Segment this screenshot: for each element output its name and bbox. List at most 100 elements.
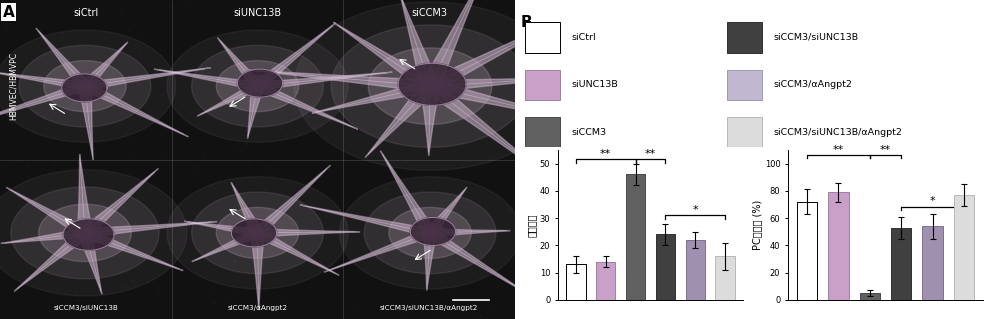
Bar: [626, 174, 645, 300]
Polygon shape: [231, 182, 265, 234]
Polygon shape: [257, 228, 360, 237]
Polygon shape: [419, 86, 441, 155]
Polygon shape: [398, 63, 466, 105]
Polygon shape: [426, 80, 599, 126]
Polygon shape: [11, 187, 159, 279]
Polygon shape: [324, 229, 434, 272]
Polygon shape: [75, 226, 103, 243]
Polygon shape: [19, 45, 151, 127]
Polygon shape: [6, 188, 91, 237]
Polygon shape: [237, 69, 283, 97]
Polygon shape: [44, 61, 126, 112]
Bar: [828, 192, 849, 300]
Polygon shape: [252, 23, 336, 89]
Polygon shape: [39, 204, 131, 262]
Polygon shape: [430, 228, 510, 237]
Text: siCtrl: siCtrl: [73, 8, 98, 18]
Polygon shape: [410, 218, 456, 246]
Polygon shape: [192, 45, 323, 127]
Text: HBMVEC/HBMVPC: HBMVEC/HBMVPC: [8, 52, 17, 120]
Polygon shape: [78, 168, 158, 236]
Polygon shape: [339, 177, 521, 289]
Polygon shape: [77, 232, 102, 294]
Bar: [525, 117, 560, 148]
Text: A: A: [3, 5, 14, 20]
Bar: [596, 262, 615, 300]
Polygon shape: [333, 22, 438, 91]
Bar: [525, 70, 560, 100]
Polygon shape: [253, 229, 339, 275]
Text: siCCM3/αAngpt2: siCCM3/αAngpt2: [773, 80, 852, 90]
Polygon shape: [251, 165, 330, 235]
Polygon shape: [423, 9, 584, 92]
Text: siCCM3/siUNC13B: siCCM3/siUNC13B: [53, 305, 118, 311]
Polygon shape: [83, 68, 211, 91]
Text: siCCM3: siCCM3: [571, 128, 606, 137]
Polygon shape: [425, 230, 530, 295]
Text: siCCM3/siUNC13B/αAngpt2: siCCM3/siUNC13B/αAngpt2: [773, 128, 902, 137]
Polygon shape: [0, 82, 88, 126]
Bar: [525, 22, 560, 53]
Text: siCCM3/siUNC13B: siCCM3/siUNC13B: [773, 33, 859, 42]
Bar: [727, 70, 762, 100]
Polygon shape: [294, 2, 566, 170]
Polygon shape: [78, 86, 93, 160]
Polygon shape: [14, 230, 92, 291]
Polygon shape: [216, 61, 299, 112]
Text: *: *: [930, 197, 935, 206]
Polygon shape: [63, 219, 114, 250]
Polygon shape: [249, 70, 432, 93]
Polygon shape: [248, 75, 272, 91]
Polygon shape: [331, 25, 529, 147]
Bar: [922, 226, 943, 300]
Polygon shape: [300, 205, 432, 237]
Bar: [797, 202, 817, 300]
Polygon shape: [380, 151, 437, 234]
Text: **: **: [645, 149, 656, 159]
Polygon shape: [184, 221, 259, 237]
Text: **: **: [600, 149, 611, 159]
Polygon shape: [368, 48, 492, 124]
Text: B: B: [521, 15, 533, 30]
Polygon shape: [36, 28, 92, 88]
Bar: [727, 22, 762, 53]
Polygon shape: [250, 233, 265, 310]
Polygon shape: [0, 30, 176, 142]
Polygon shape: [413, 73, 451, 96]
Y-axis label: 出芽数量: 出芽数量: [527, 213, 537, 237]
Polygon shape: [218, 38, 264, 88]
Text: siCCM3: siCCM3: [411, 8, 447, 18]
Polygon shape: [72, 80, 97, 96]
Polygon shape: [247, 85, 265, 138]
Polygon shape: [0, 170, 187, 296]
Text: siCtrl: siCtrl: [571, 33, 596, 42]
Polygon shape: [400, 0, 441, 87]
Text: siUNC13B: siUNC13B: [233, 8, 282, 18]
Polygon shape: [167, 30, 348, 142]
Text: *: *: [692, 204, 698, 215]
Polygon shape: [423, 187, 467, 235]
Bar: [656, 234, 675, 300]
Polygon shape: [62, 74, 107, 102]
Polygon shape: [365, 83, 440, 158]
Polygon shape: [420, 224, 445, 239]
Polygon shape: [242, 225, 266, 241]
Bar: [891, 228, 911, 300]
Polygon shape: [77, 154, 93, 233]
Bar: [860, 293, 880, 300]
Polygon shape: [80, 83, 188, 137]
Polygon shape: [231, 219, 277, 247]
Polygon shape: [192, 229, 262, 262]
Polygon shape: [364, 192, 496, 274]
Y-axis label: PC覆盖率 (%): PC覆盖率 (%): [752, 200, 762, 250]
Polygon shape: [253, 82, 358, 129]
Polygon shape: [256, 72, 392, 91]
Polygon shape: [216, 207, 299, 258]
Polygon shape: [389, 207, 471, 258]
Polygon shape: [1, 228, 87, 243]
Bar: [566, 264, 586, 300]
Text: **: **: [880, 145, 891, 155]
Polygon shape: [421, 82, 552, 180]
Polygon shape: [423, 233, 437, 290]
Polygon shape: [197, 83, 262, 116]
